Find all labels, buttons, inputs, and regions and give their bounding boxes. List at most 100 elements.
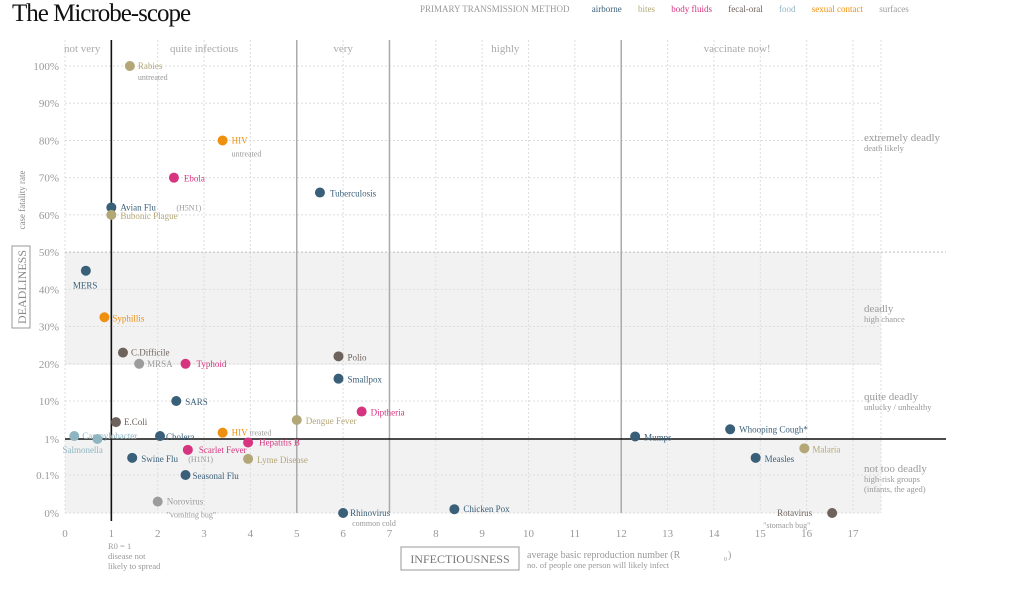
- point-label: C.Difficile: [131, 348, 170, 358]
- infectiousness-box: [400, 546, 520, 571]
- point-label: Mumps: [644, 432, 672, 442]
- band-label: not very: [64, 43, 101, 55]
- zone-title: extremely deadly: [864, 132, 941, 144]
- point-label: Diptheria: [371, 408, 405, 418]
- x-tick-label: 8: [433, 528, 439, 540]
- point-label: Ebola: [184, 174, 205, 184]
- point-label: Seasonal Flu: [193, 471, 240, 481]
- point-label: Campylobacter: [82, 431, 137, 441]
- data-point-hiv[interactable]: [217, 135, 228, 146]
- y-tick-label: 70%: [39, 173, 59, 185]
- data-point-cholera[interactable]: [155, 431, 166, 442]
- data-point-sars[interactable]: [171, 396, 182, 406]
- point-sublabel: common cold: [352, 519, 396, 528]
- point-sublabel: (H5N1): [176, 203, 201, 212]
- y-tick-label: 1%: [44, 434, 59, 446]
- zone-sub: (infants, the aged): [864, 484, 926, 494]
- point-label: Rabies: [138, 61, 163, 71]
- point-label: Measles: [765, 454, 795, 464]
- legend-item-food[interactable]: food: [779, 4, 796, 14]
- data-point-diptheria[interactable]: [356, 406, 367, 417]
- data-point-smallpox[interactable]: [333, 373, 344, 384]
- band-label: highly: [491, 43, 520, 55]
- legend-item-surfaces[interactable]: surfaces: [879, 4, 909, 14]
- data-point-hiv[interactable]: [217, 427, 228, 438]
- legend-item-airborne[interactable]: airborne: [591, 4, 622, 14]
- y-tick-label: 100%: [33, 61, 59, 73]
- r0-note: disease not: [108, 551, 146, 561]
- data-point-ebola[interactable]: [168, 172, 179, 183]
- x-tick-label: 3: [201, 528, 207, 540]
- point-label: HIV: [232, 135, 248, 145]
- data-point-scarlet-fever[interactable]: [182, 444, 193, 455]
- point-label: Lyme Disease: [257, 455, 308, 465]
- xlabel-desc2: no. of people one person will likely inf…: [527, 560, 670, 570]
- data-point-bubonic-plague[interactable]: [106, 209, 117, 220]
- point-label: Bubonic Plague: [120, 211, 177, 221]
- zone-sub: high-risk groups: [864, 474, 920, 484]
- y-tick-label: 0%: [44, 508, 59, 520]
- zone-sub: unlucky / unhealthy: [864, 402, 932, 412]
- y-tick-label: 30%: [39, 322, 59, 334]
- legend-item-sexual-contact[interactable]: sexual contact: [811, 4, 863, 14]
- data-point-syphillis[interactable]: [99, 312, 110, 323]
- data-point-lyme-disease[interactable]: [243, 453, 254, 464]
- y-tick-label: 10%: [39, 396, 59, 408]
- point-label: MERS: [73, 281, 98, 291]
- x-tick-label: 12: [616, 528, 627, 540]
- x-tick-label: 13: [662, 528, 674, 540]
- data-point-avian-flu[interactable]: [106, 202, 117, 213]
- y-tick-label: 20%: [39, 359, 59, 371]
- xlabel-desc: average basic reproduction number (R: [527, 550, 681, 561]
- data-point-e-coli[interactable]: [110, 417, 121, 428]
- point-label: Avian Flu: [120, 202, 156, 212]
- data-point-salmonella[interactable]: [92, 434, 103, 444]
- x-tick-label: 17: [848, 528, 860, 540]
- legend-item-body-fluids[interactable]: body fluids: [671, 4, 713, 14]
- data-point-mrsa[interactable]: [134, 358, 145, 369]
- point-sublabel: untreated: [138, 73, 168, 82]
- zone-sub: high chance: [864, 314, 905, 324]
- data-point-rotavirus[interactable]: [827, 508, 838, 518]
- ylabel-deadliness: DEADLINESS: [15, 250, 29, 324]
- point-label: MRSA: [147, 359, 173, 369]
- data-point-measles[interactable]: [750, 452, 761, 463]
- point-label: HIV: [232, 428, 248, 438]
- data-point-rhinovirus[interactable]: [338, 508, 349, 518]
- x-tick-label: 1: [109, 528, 115, 540]
- point-label: Scarlet Fever: [199, 445, 247, 455]
- data-point-dengue-fever[interactable]: [291, 415, 302, 425]
- data-point-seasonal-flu[interactable]: [180, 470, 191, 480]
- y-tick-label: 80%: [39, 135, 59, 147]
- point-label: Norovirus: [167, 497, 204, 507]
- zone-title: not too deadly: [864, 463, 927, 475]
- data-point-mumps[interactable]: [630, 431, 641, 442]
- data-point-whooping-cough-[interactable]: [725, 424, 736, 435]
- data-point-chicken-pox[interactable]: [449, 504, 460, 515]
- transmission-legend: PRIMARY TRANSMISSION METHOD airborne bit…: [420, 4, 923, 14]
- x-tick-label: 14: [708, 528, 720, 540]
- data-point-mers[interactable]: [80, 265, 91, 276]
- x-tick-label: 4: [248, 528, 254, 540]
- point-label: Dengue Fever: [306, 416, 357, 426]
- legend-item-fecal-oral[interactable]: fecal-oral: [728, 4, 763, 14]
- data-point-rabies[interactable]: [124, 61, 135, 71]
- point-label: Typhoid: [197, 359, 227, 369]
- data-point-norovirus[interactable]: [152, 496, 163, 507]
- data-point-swine-flu[interactable]: [127, 452, 138, 463]
- point-label: Malaria: [812, 444, 840, 454]
- page-title: The Microbe-scope: [12, 0, 191, 27]
- data-point-campylobacter[interactable]: [69, 431, 80, 442]
- point-label: E.Coli: [124, 417, 148, 427]
- data-point-typhoid[interactable]: [180, 358, 191, 369]
- point-label: Chicken Pox: [463, 504, 510, 514]
- data-point-tuberculosis[interactable]: [314, 187, 325, 198]
- data-point-polio[interactable]: [333, 351, 344, 362]
- point-label: Swine Flu: [141, 454, 178, 464]
- data-point-hepatitis-b[interactable]: [243, 437, 254, 448]
- zone-title: quite deadly: [864, 391, 919, 403]
- legend-item-bites[interactable]: bites: [638, 4, 656, 14]
- data-point-c-difficile[interactable]: [117, 347, 128, 358]
- point-label: Whooping Cough*: [739, 424, 808, 434]
- data-point-malaria[interactable]: [799, 443, 810, 454]
